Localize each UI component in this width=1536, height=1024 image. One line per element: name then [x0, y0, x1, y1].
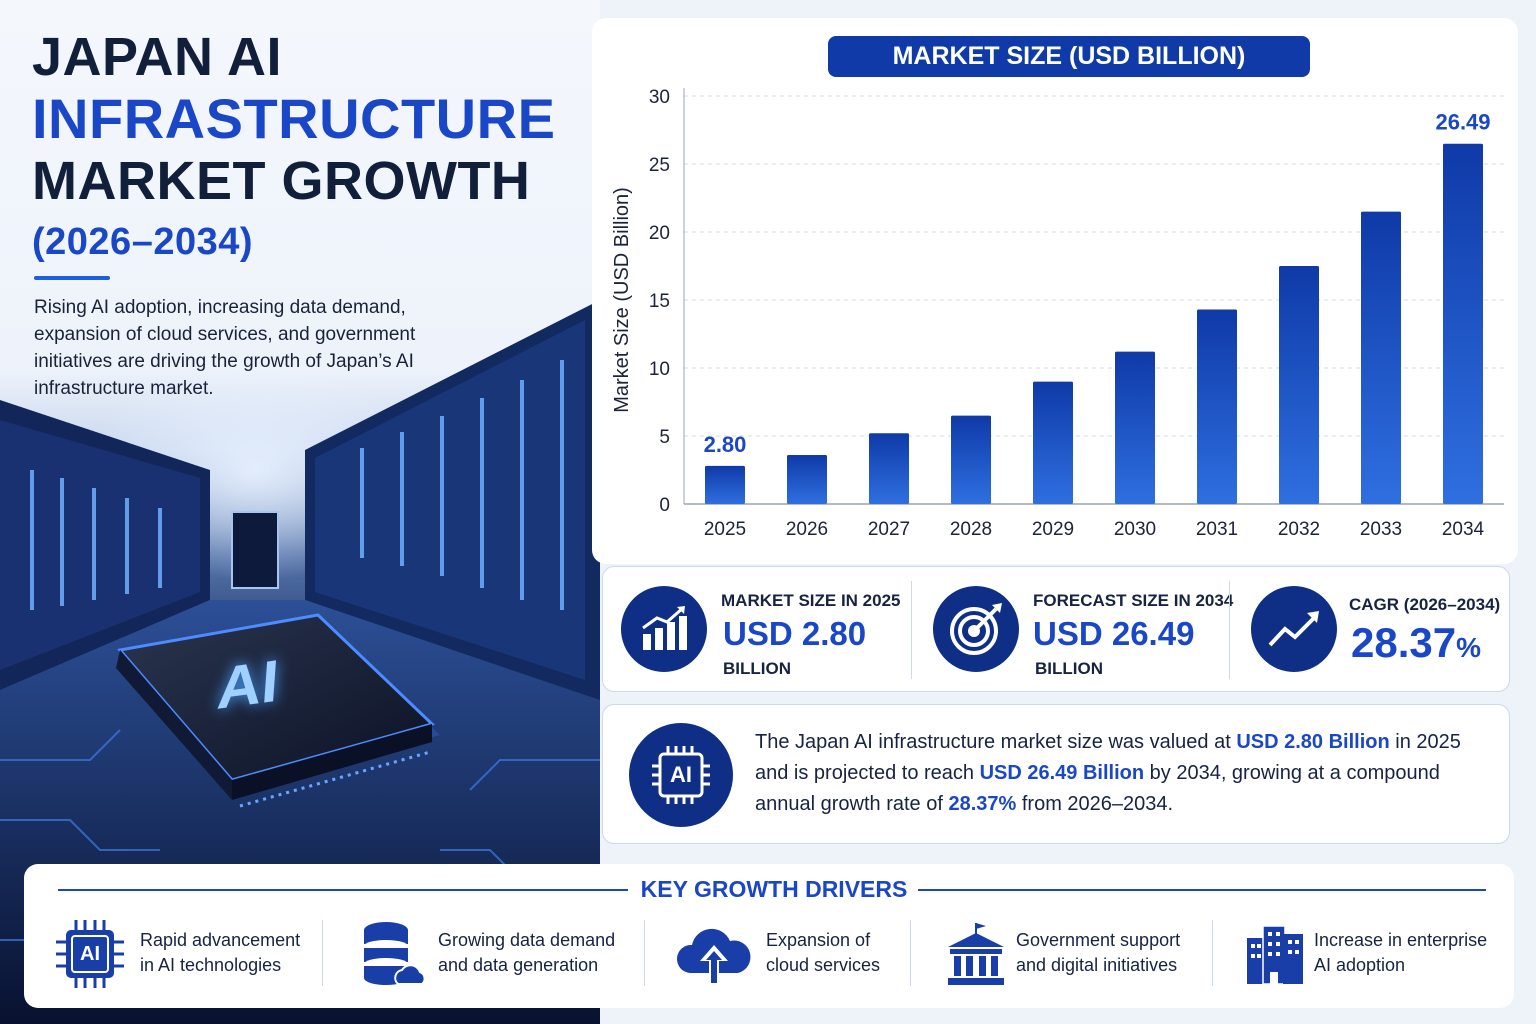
- summary-highlight: 28.37%: [948, 793, 1017, 815]
- x-tick-label: 2031: [1196, 519, 1238, 540]
- x-tick-label: 2025: [704, 519, 746, 540]
- data-label: 26.49: [1435, 110, 1490, 135]
- stat-market-size-2025: MARKET SIZE IN 2025 USD 2.80 BILLION: [621, 567, 911, 693]
- drivers-title-rule: [58, 889, 628, 891]
- bar-2028: [951, 415, 991, 504]
- database-cloud-icon: [354, 914, 434, 994]
- stat-unit: BILLION: [723, 659, 791, 678]
- driver-divider: [1212, 920, 1213, 986]
- ai-chip-illustration: [116, 613, 440, 808]
- bar-2031: [1197, 309, 1237, 504]
- cagr-percent-sign: %: [1456, 632, 1482, 663]
- data-label: 2.80: [704, 432, 747, 457]
- cagr-number: 28.37: [1351, 619, 1457, 666]
- cloud-upload-icon: [674, 914, 754, 994]
- y-tick-label: 5: [659, 427, 670, 448]
- page-title: JAPAN AI INFRASTRUCTURE MARKET GROWTH (2…: [32, 26, 555, 270]
- enterprise-buildings-icon: [1234, 914, 1314, 994]
- driver-text: Rapid advancement in AI technologies: [140, 930, 301, 975]
- title-line-1: JAPAN AI: [32, 27, 283, 87]
- bar-2027: [869, 433, 909, 504]
- stat-label: FORECAST SIZE IN 2034: [1033, 591, 1234, 610]
- trend-arrow-icon: [1251, 586, 1337, 672]
- x-tick-label: 2034: [1442, 519, 1485, 540]
- ai-chip-icon-label: AI: [80, 942, 100, 965]
- title-line-3: MARKET GROWTH: [32, 151, 531, 211]
- driver-ai-technologies: AI Rapid advancement in AI technologies: [50, 914, 330, 994]
- stat-unit: BILLION: [1035, 659, 1103, 678]
- y-tick-label: 25: [649, 155, 670, 176]
- stat-forecast-2034: FORECAST SIZE IN 2034 USD 26.49 BILLION: [933, 567, 1233, 693]
- bar-2029: [1033, 381, 1073, 504]
- key-growth-drivers-card: KEY GROWTH DRIVERS AI Rapid advancement …: [24, 864, 1514, 1008]
- stat-divider: [1229, 581, 1230, 679]
- stat-value: USD 26.49: [1033, 615, 1195, 652]
- drivers-title: KEY GROWTH DRIVERS: [640, 876, 908, 902]
- ai-chip-icon: AI: [50, 914, 130, 994]
- summary-part: in 2025 and is projected to reach: [755, 731, 1461, 784]
- summary-text: The Japan AI infrastructure market size …: [755, 727, 1495, 820]
- government-building-icon: [936, 914, 1016, 994]
- bar-2026: [787, 455, 827, 504]
- stat-value: USD 2.80: [723, 615, 867, 652]
- drivers-title-rule: [918, 889, 1486, 891]
- title-line-2: INFRASTRUCTURE: [32, 87, 556, 150]
- summary-part: by 2034, growing at a compound annual gr…: [755, 762, 1440, 815]
- driver-divider: [322, 920, 323, 986]
- stat-divider: [911, 581, 912, 679]
- growth-bar-chart-icon: [621, 586, 707, 672]
- ai-chip-icon-label: AI: [670, 762, 692, 787]
- y-tick-label: 0: [659, 495, 670, 516]
- bar-2032: [1279, 266, 1319, 504]
- x-tick-label: 2032: [1278, 519, 1320, 540]
- summary-highlight: USD 26.49 Billion: [979, 762, 1145, 784]
- title-underline: [34, 276, 110, 280]
- driver-divider: [910, 920, 911, 986]
- x-tick-label: 2033: [1360, 519, 1402, 540]
- stats-card: MARKET SIZE IN 2025 USD 2.80 BILLION FOR…: [602, 566, 1510, 692]
- stat-value: 28.37%: [1351, 619, 1481, 667]
- y-tick-label: 10: [649, 359, 670, 380]
- stat-label: MARKET SIZE IN 2025: [721, 591, 901, 610]
- bar-2034: [1443, 143, 1483, 504]
- summary-highlight: USD 2.80 Billion: [1236, 731, 1390, 753]
- chart-title: MARKET SIZE (USD BILLION): [828, 36, 1310, 77]
- stat-label: CAGR (2026–2034): [1349, 595, 1501, 614]
- driver-text: Expansion of cloud services: [766, 930, 881, 975]
- ai-chip-icon: AI: [629, 723, 733, 827]
- driver-divider: [644, 920, 645, 986]
- chip-label: AI: [215, 647, 281, 722]
- bar-2025: [705, 465, 745, 504]
- stat-cagr: CAGR (2026–2034) 28.37%: [1251, 567, 1501, 693]
- target-icon: [933, 586, 1019, 672]
- summary-card: AI The Japan AI infrastructure market si…: [602, 704, 1510, 844]
- x-tick-label: 2028: [950, 519, 992, 540]
- driver-enterprise-adoption: Increase in enterprise AI adoption: [1234, 914, 1504, 994]
- driver-text: Increase in enterprise AI adoption: [1314, 930, 1488, 975]
- x-tick-label: 2027: [868, 519, 910, 540]
- hero-description: Rising AI adoption, increasing data dema…: [34, 297, 416, 399]
- y-tick-label: 20: [649, 223, 670, 244]
- y-tick-label: 30: [649, 87, 670, 108]
- y-tick-label: 15: [649, 291, 670, 312]
- x-tick-label: 2030: [1114, 519, 1156, 540]
- x-tick-label: 2029: [1032, 519, 1074, 540]
- driver-text: Government support and digital initiativ…: [1016, 930, 1181, 975]
- x-tick-label: 2026: [786, 519, 828, 540]
- summary-part: The Japan AI infrastructure market size …: [755, 731, 1237, 753]
- driver-government-support: Government support and digital initiativ…: [936, 914, 1216, 994]
- y-axis-label: Market Size (USD Billion): [611, 187, 633, 413]
- driver-text: Growing data demand and data generation: [438, 930, 616, 975]
- bar-2030: [1115, 351, 1155, 504]
- driver-data-demand: Growing data demand and data generation: [354, 914, 654, 994]
- summary-part: from 2026–2034.: [1016, 793, 1174, 815]
- title-years: (2026–2034): [32, 221, 254, 263]
- driver-cloud-services: Expansion of cloud services: [674, 914, 904, 994]
- bar-2033: [1361, 211, 1401, 504]
